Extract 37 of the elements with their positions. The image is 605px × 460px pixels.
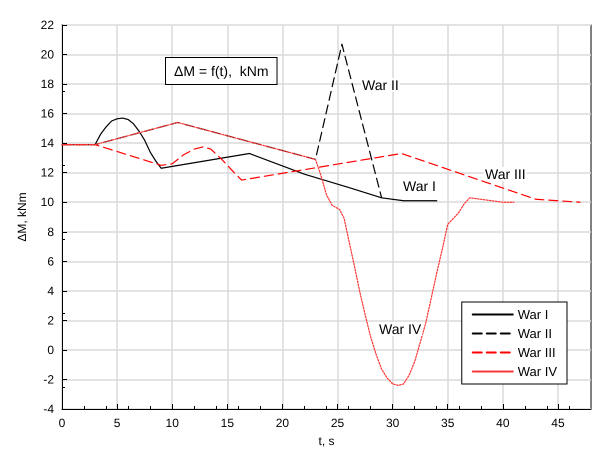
y-tick-label: 10 <box>40 195 54 210</box>
legend-label: War III <box>518 345 556 360</box>
x-tick-label: 40 <box>496 416 510 430</box>
x-tick-label: 15 <box>220 416 234 430</box>
y-tick-label: 12 <box>40 166 54 180</box>
y-tick-label: 18 <box>40 77 54 92</box>
annotation: ΔM = f(t), kNm <box>174 63 269 79</box>
x-tick-label: 0 <box>58 416 66 430</box>
legend-label: War I <box>518 307 548 322</box>
y-axis-title: ΔM, kNm <box>15 192 29 242</box>
annotation: War II <box>362 77 399 93</box>
legend-label: War II <box>518 326 552 341</box>
y-tick-label: 16 <box>40 106 54 121</box>
line-series <box>61 122 514 386</box>
y-tick-label: -2 <box>43 372 54 386</box>
x-tick-label: 25 <box>330 416 345 430</box>
annotation: War I <box>403 178 436 194</box>
x-tick-label: 10 <box>166 416 180 430</box>
line-series <box>61 144 581 203</box>
y-tick-label: 4 <box>47 284 54 298</box>
legend-label: War IV <box>518 364 558 379</box>
annotation: War III <box>485 166 526 182</box>
x-tick-label: 20 <box>276 416 290 430</box>
x-tick-label: 45 <box>551 416 565 430</box>
y-tick-label: 6 <box>47 254 54 268</box>
x-tick-label: 35 <box>441 416 455 430</box>
y-tick-label: -4 <box>43 402 54 416</box>
y-tick-label: 14 <box>40 136 54 150</box>
y-tick-label: 20 <box>40 48 54 62</box>
y-tick-label: 2 <box>47 313 54 328</box>
x-tick-label: 30 <box>386 416 400 430</box>
y-tick-label: 8 <box>47 224 54 239</box>
annotation: War IV <box>379 321 422 337</box>
y-tick-label: 0 <box>47 342 54 357</box>
x-tick-label: 5 <box>114 416 121 430</box>
y-tick-label: 22 <box>40 18 54 32</box>
x-axis-title: t, s <box>318 434 335 448</box>
